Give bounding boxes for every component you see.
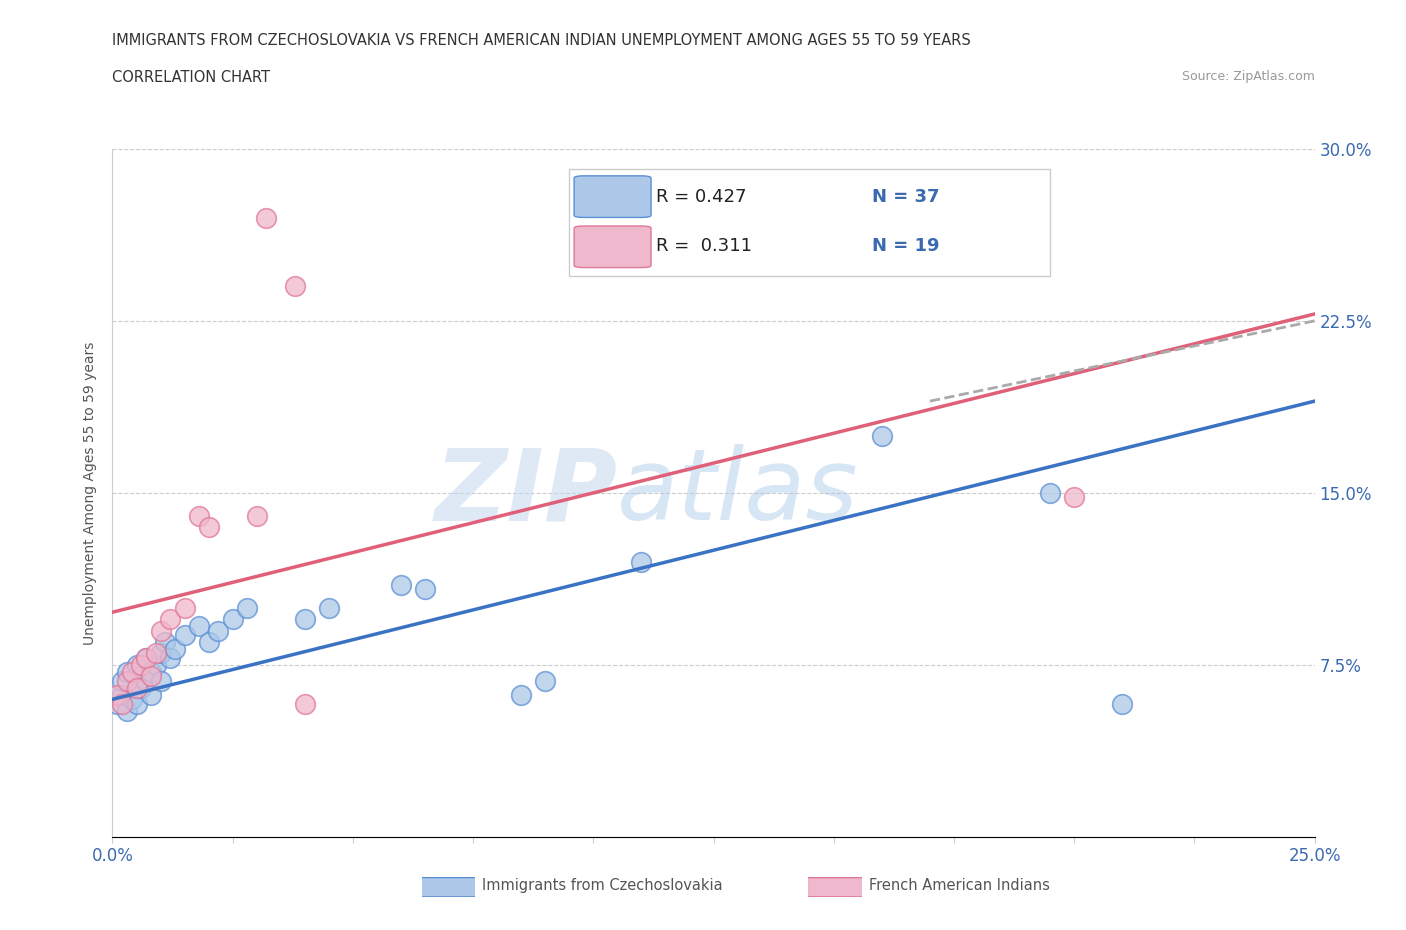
FancyBboxPatch shape bbox=[574, 176, 651, 218]
Text: French American Indians: French American Indians bbox=[869, 878, 1050, 893]
Text: N = 37: N = 37 bbox=[872, 188, 939, 206]
Point bbox=[159, 612, 181, 627]
Text: atlas: atlas bbox=[617, 445, 859, 541]
Point bbox=[111, 673, 134, 688]
Point bbox=[1111, 697, 1133, 711]
Point bbox=[135, 651, 157, 666]
Point bbox=[115, 664, 138, 679]
Text: N = 19: N = 19 bbox=[872, 237, 939, 255]
Point bbox=[149, 646, 172, 661]
Point bbox=[139, 664, 162, 679]
Point bbox=[163, 642, 186, 657]
Point bbox=[131, 669, 153, 684]
Point bbox=[121, 664, 143, 679]
Point bbox=[197, 520, 219, 535]
Point bbox=[197, 634, 219, 649]
Point bbox=[207, 623, 229, 638]
Point bbox=[630, 554, 652, 569]
Point bbox=[131, 681, 153, 696]
Point bbox=[173, 600, 195, 615]
Point bbox=[105, 697, 128, 711]
Point bbox=[139, 669, 162, 684]
Point bbox=[145, 646, 167, 661]
Text: Immigrants from Czechoslovakia: Immigrants from Czechoslovakia bbox=[482, 878, 723, 893]
Point bbox=[125, 697, 148, 711]
Point bbox=[294, 697, 316, 711]
Point bbox=[1039, 485, 1062, 500]
Point bbox=[510, 687, 533, 702]
Point bbox=[115, 703, 138, 718]
Point bbox=[188, 618, 211, 633]
Point bbox=[131, 658, 153, 672]
Point bbox=[389, 578, 412, 592]
Point bbox=[125, 681, 148, 696]
Point bbox=[121, 692, 143, 707]
FancyBboxPatch shape bbox=[420, 878, 477, 897]
Text: R =  0.311: R = 0.311 bbox=[655, 237, 752, 255]
Text: R = 0.427: R = 0.427 bbox=[655, 188, 747, 206]
Point bbox=[173, 628, 195, 643]
FancyBboxPatch shape bbox=[807, 878, 863, 897]
Point bbox=[145, 658, 167, 672]
Point bbox=[284, 279, 307, 294]
Point bbox=[318, 600, 340, 615]
Point bbox=[125, 681, 148, 696]
Point bbox=[125, 658, 148, 672]
Point bbox=[135, 673, 157, 688]
Point bbox=[222, 612, 245, 627]
Point bbox=[236, 600, 259, 615]
Text: IMMIGRANTS FROM CZECHOSLOVAKIA VS FRENCH AMERICAN INDIAN UNEMPLOYMENT AMONG AGES: IMMIGRANTS FROM CZECHOSLOVAKIA VS FRENCH… bbox=[112, 33, 972, 47]
Point bbox=[254, 210, 277, 225]
Y-axis label: Unemployment Among Ages 55 to 59 years: Unemployment Among Ages 55 to 59 years bbox=[83, 341, 97, 644]
Point bbox=[870, 428, 893, 443]
Point bbox=[294, 612, 316, 627]
Point bbox=[159, 651, 181, 666]
FancyBboxPatch shape bbox=[574, 226, 651, 268]
Point bbox=[246, 509, 269, 524]
Point bbox=[111, 697, 134, 711]
Point bbox=[188, 509, 211, 524]
Text: ZIP: ZIP bbox=[434, 445, 617, 541]
Point bbox=[115, 673, 138, 688]
Point bbox=[139, 687, 162, 702]
Point bbox=[105, 687, 128, 702]
Point bbox=[135, 651, 157, 666]
Point bbox=[534, 673, 557, 688]
Point bbox=[111, 687, 134, 702]
Point bbox=[155, 634, 177, 649]
Text: CORRELATION CHART: CORRELATION CHART bbox=[112, 70, 270, 85]
Point bbox=[149, 623, 172, 638]
Point bbox=[149, 673, 172, 688]
Point bbox=[413, 582, 436, 597]
Text: Source: ZipAtlas.com: Source: ZipAtlas.com bbox=[1181, 70, 1315, 83]
Point bbox=[1063, 490, 1085, 505]
